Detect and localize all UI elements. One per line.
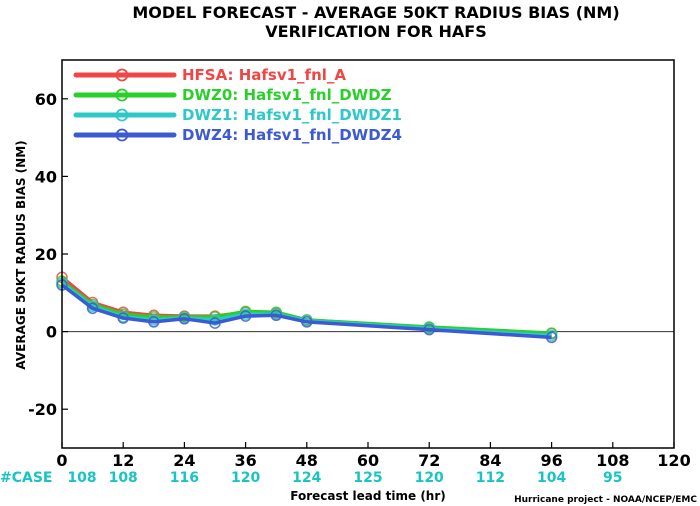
- x-tick-label: 12: [112, 451, 134, 470]
- x-tick-label: 108: [596, 451, 629, 470]
- series-line-3: [60, 283, 552, 340]
- x-tick-label: 0: [56, 451, 67, 470]
- chart-subtitle: VERIFICATION FOR HAFS: [265, 22, 486, 41]
- data-point: [423, 323, 435, 336]
- y-tick-label: 0: [46, 323, 57, 342]
- legend-entry: DWZ0: Hafsv1_fnl_DWDZ: [182, 86, 392, 104]
- x-tick-label: 72: [418, 451, 440, 470]
- y-tick-label: 40: [35, 167, 57, 186]
- case-count: 116: [170, 470, 199, 486]
- x-tick-label: 24: [173, 451, 195, 470]
- data-point: [301, 316, 313, 328]
- x-tick-label: 60: [357, 451, 379, 470]
- case-count: 95: [603, 470, 622, 486]
- data-point: [209, 314, 221, 326]
- legend-marker: [115, 128, 129, 142]
- data-point: [545, 331, 558, 344]
- data-point: [270, 309, 282, 322]
- credit-text: Hurricane project - NOAA/NCEP/EMC: [514, 495, 697, 505]
- case-count: 112: [476, 470, 505, 486]
- y-tick-label: -20: [28, 400, 57, 419]
- data-point: [239, 310, 252, 322]
- case-count: 104: [537, 470, 566, 486]
- legend-marker: [115, 88, 129, 102]
- chart-title: MODEL FORECAST - AVERAGE 50KT RADIUS BIA…: [132, 3, 619, 22]
- x-tick-label: 48: [296, 451, 318, 470]
- case-count: 124: [292, 470, 321, 486]
- case-count: 120: [231, 470, 260, 486]
- plot-frame: [61, 59, 675, 449]
- x-tick-label: 96: [540, 451, 562, 470]
- case-label: #CASE: [0, 470, 53, 486]
- legend-marker: [115, 108, 129, 122]
- x-axis-label: Forecast lead time (hr): [290, 489, 446, 503]
- y-axis-label: AVERAGE 50KT RADIUS BIAS (NM): [14, 140, 28, 369]
- data-point: [117, 312, 129, 324]
- legend-entry: HFSA: Hafsv1_fnl_A: [182, 66, 346, 84]
- legend-entry: DWZ1: Hafsv1_fnl_DWDZ1: [182, 106, 402, 124]
- y-tick-label: 60: [35, 90, 57, 109]
- data-point: [178, 313, 191, 325]
- case-count: 120: [415, 470, 444, 486]
- data-point: [86, 302, 99, 315]
- case-count: 108: [67, 470, 96, 486]
- case-count: 125: [353, 470, 382, 486]
- x-tick-label: 120: [657, 451, 690, 470]
- x-tick-label: 36: [234, 451, 256, 470]
- x-tick-label: 84: [479, 451, 501, 470]
- y-tick-label: 20: [35, 245, 57, 264]
- data-point: [209, 317, 221, 329]
- case-count: 108: [109, 470, 138, 486]
- legend-entry: DWZ4: Hafsv1_fnl_DWDZ4: [182, 126, 402, 144]
- data-point: [148, 316, 160, 328]
- legend-marker: [115, 68, 129, 82]
